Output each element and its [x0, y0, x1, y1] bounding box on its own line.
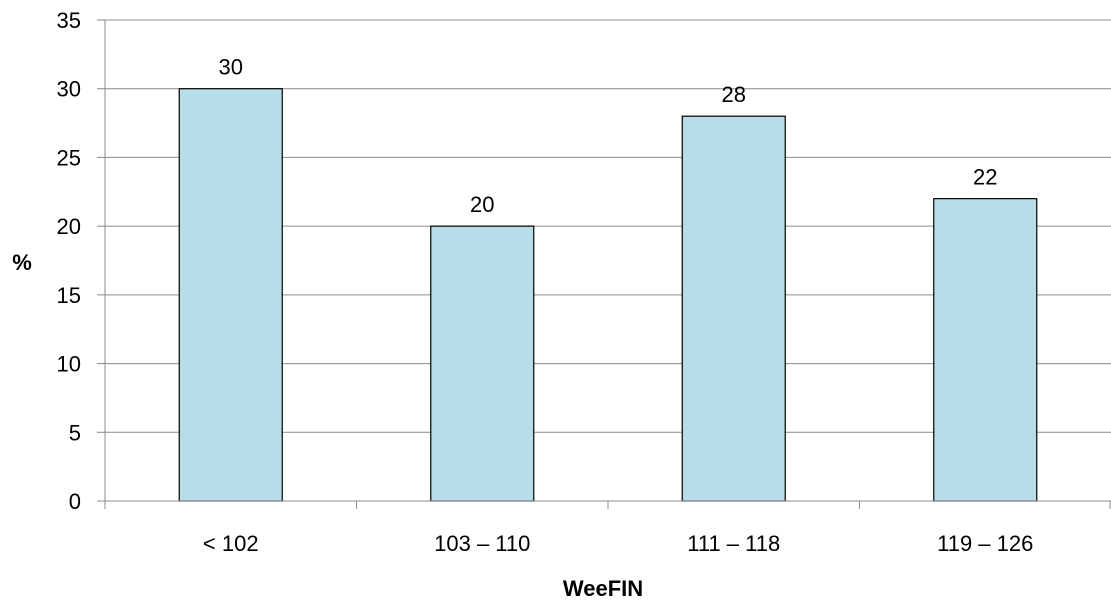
- y-tick-label: 15: [57, 283, 81, 308]
- axes: [97, 19, 1111, 509]
- y-tick-label: 30: [57, 77, 81, 102]
- y-tick-label: 20: [57, 214, 81, 239]
- y-tick-label: 0: [69, 489, 81, 514]
- bar-2: [430, 225, 535, 502]
- x-tick-label: < 102: [203, 531, 259, 556]
- x-tick-label: 119 – 126: [937, 531, 1033, 556]
- y-tick-label: 35: [57, 8, 81, 33]
- x-tick-label: 111 – 118: [687, 531, 780, 556]
- data-label: 22: [973, 165, 997, 190]
- data-label: 30: [219, 55, 243, 80]
- x-axis-title: WeeFIN: [563, 576, 643, 601]
- y-tick-label: 5: [69, 420, 81, 445]
- bars: [178, 88, 1038, 502]
- bar-4: [933, 198, 1038, 502]
- bar-1: [178, 88, 283, 502]
- y-tick-label: 10: [57, 352, 81, 377]
- x-tick-label: 103 – 110: [434, 531, 530, 556]
- y-axis-title: %: [12, 250, 32, 275]
- labels: 0 5 10 15 20 25 30 35 30 < 102 20 103 – 110 28 111 – …: [57, 8, 1034, 556]
- y-tick-label: 25: [57, 145, 81, 170]
- bar-3: [681, 115, 786, 502]
- data-label: 28: [722, 82, 746, 107]
- data-label: 20: [470, 192, 494, 217]
